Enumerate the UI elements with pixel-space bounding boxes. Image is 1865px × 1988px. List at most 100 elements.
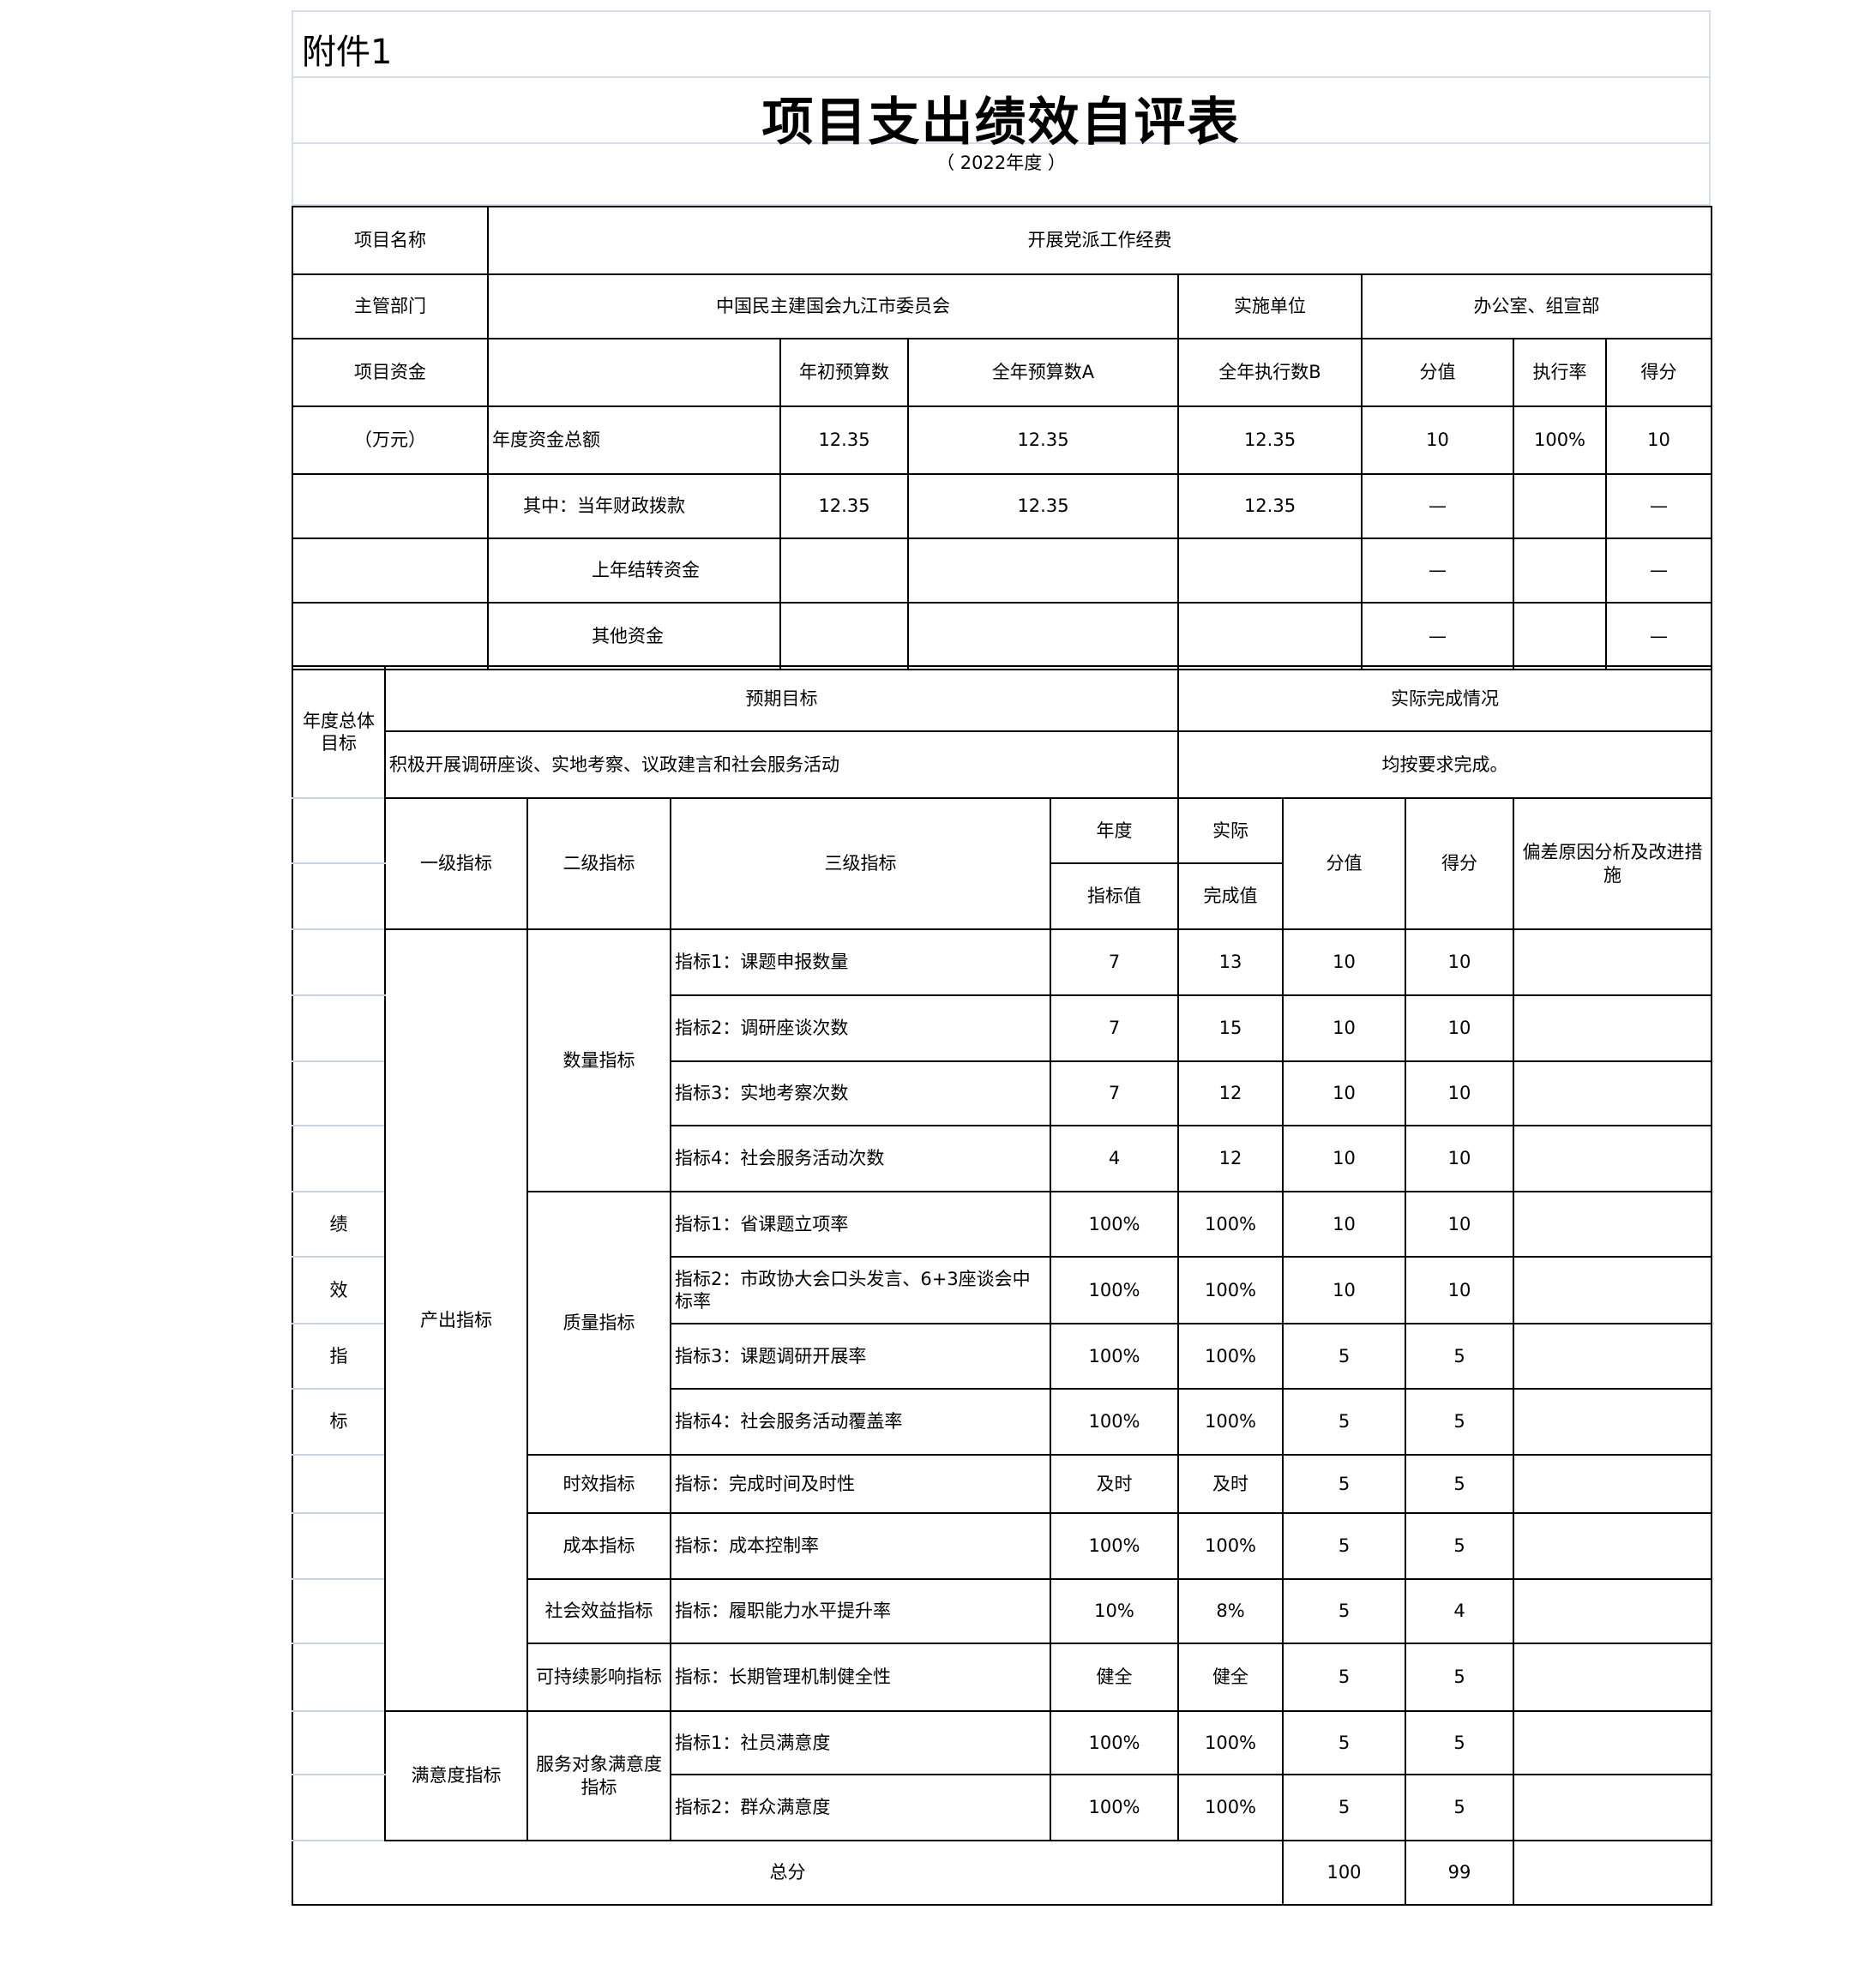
indicator-row: 指指标3：课题调研开展率 100% 100% 5 5 [292,1323,1712,1390]
level3-indicator: 指标2：调研座谈次数 [670,994,1051,1062]
level3-indicator: 指标2：群众满意度 [670,1774,1051,1841]
empty-cell [292,602,489,670]
column-header: 执行率 [1513,338,1607,407]
label: 主管部门 [292,273,489,339]
annual-target: 4 [1050,1125,1179,1192]
column-header: 分值 [1361,338,1514,407]
side-cell [292,1710,386,1775]
indicator-row: 时效指标 指标：完成时间及时性 及时 及时 5 5 [292,1454,1712,1514]
dept-row: 主管部门 中国民主建国会九江市委员会 实施单位 办公室、组宣部 [292,273,1713,339]
score: — [1604,538,1713,604]
indicator-row: 指标2：调研座谈次数 7 15 10 10 [292,994,1712,1062]
actual-value: 100% [1177,1710,1284,1775]
empty-cell [292,473,489,539]
project-name-row: 项目名称 开展党派工作经费 [292,206,1713,275]
annual-target: 100% [1050,1388,1179,1456]
score-value: 5 [1282,1388,1406,1456]
annual-target: 7 [1050,1060,1179,1126]
executed-amount: 12.35 [1177,473,1363,539]
side-cell [292,1578,386,1644]
deviation-analysis [1513,1125,1712,1192]
score-value: 10 [1282,1060,1406,1126]
fund-row: （万元） 年度资金总额 12.35 12.35 12.35 10 100% 10 [292,405,1713,475]
label: 实施单位 [1177,273,1363,339]
level3-indicator: 指标4：社会服务活动次数 [670,1125,1051,1192]
deviation-analysis [1513,1710,1712,1775]
fund-header-row: 项目资金 年初预算数 全年预算数A 全年执行数B 分值 执行率 得分 [292,338,1713,407]
side-cell: 效 [292,1256,386,1324]
indicator-row: 产出指标 数量指标 指标1：课题申报数量 7 13 10 10 [292,928,1712,1712]
actual-value: 100% [1177,1323,1284,1390]
column-header: 实际完成情况 [1177,665,1712,732]
actual-value: 13 [1177,928,1284,996]
score-value: 5 [1282,1643,1406,1712]
score: 10 [1405,1256,1514,1324]
fund-unit: （万元） [292,405,489,475]
column-header: 全年执行数B [1177,338,1363,407]
initial-budget [779,602,909,670]
indicator-row: 指标3：实地考察次数 7 12 10 10 [292,1060,1712,1126]
column-header: 得分 [1604,338,1713,407]
level2-indicator: 社会效益指标 [526,1578,671,1644]
executed-amount [1177,538,1363,604]
deviation-analysis [1513,994,1712,1062]
impl-unit: 办公室、组宣部 [1360,273,1713,339]
attachment-label: 附件1 [302,33,393,72]
level2-indicator: 质量指标 [526,1191,671,1456]
side-cell [292,1125,386,1192]
divider [293,142,1709,144]
fund-source: 其中：当年财政拨款 [487,473,781,539]
score-value: 10 [1361,405,1514,475]
score-value: 10 [1282,928,1406,996]
score: — [1604,473,1713,539]
score: 10 [1405,1060,1514,1126]
score: — [1604,602,1713,670]
annual-target: 7 [1050,928,1179,996]
score: 10 [1604,405,1713,475]
column-header: 年度 [1050,797,1179,864]
executed-amount: 12.35 [1177,405,1363,475]
deviation-analysis [1513,1454,1712,1514]
annual-target: 100% [1050,1191,1179,1258]
deviation-analysis [1513,1774,1712,1841]
annual-target: 10% [1050,1578,1179,1644]
project-name: 开展党派工作经费 [486,206,1713,275]
level2-indicator: 时效指标 [526,1454,671,1514]
annual-budget: 12.35 [907,473,1179,539]
deviation-analysis [1513,1060,1712,1126]
score-value: 10 [1282,1256,1406,1324]
indicator-row: 社会效益指标 指标：履职能力水平提升率 10% 8% 5 4 [292,1578,1712,1644]
initial-budget [779,538,909,604]
actual-value: 8% [1177,1578,1284,1644]
actual-value: 100% [1177,1256,1284,1324]
actual-value: 及时 [1177,1454,1284,1514]
column-header: 全年预算数A [907,338,1179,407]
side-cell: 标 [292,1388,386,1456]
initial-budget: 12.35 [779,405,909,475]
side-cell [292,1060,386,1126]
deviation-analysis [1513,1191,1712,1258]
level1-indicator: 满意度指标 [384,1710,528,1841]
score-value: 5 [1282,1512,1406,1580]
score-value: 5 [1282,1578,1406,1644]
expected-goal: 积极开展调研座谈、实地考察、议政建言和社会服务活动 [384,730,1179,799]
deviation-analysis [1513,1512,1712,1580]
level3-indicator: 指标3：课题调研开展率 [670,1323,1051,1390]
fund-row: 其他资金 — — [292,602,1713,670]
annual-target: 100% [1050,1774,1179,1841]
execution-rate [1513,538,1607,604]
annual-target: 100% [1050,1323,1179,1390]
side-cell [292,1774,386,1841]
annual-target: 100% [1050,1256,1179,1324]
execution-rate [1513,602,1607,670]
side-cell [292,797,386,864]
score: 5 [1405,1512,1514,1580]
score-value: 5 [1282,1323,1406,1390]
label: 年度总体目标 [292,665,386,799]
level3-indicator: 指标：成本控制率 [670,1512,1051,1580]
total-row: 总分 100 99 [292,1840,1712,1906]
total-score-value: 100 [1282,1840,1406,1906]
annual-target: 100% [1050,1512,1179,1580]
actual-value: 100% [1177,1191,1284,1258]
level3-indicator: 指标1：课题申报数量 [670,928,1051,996]
